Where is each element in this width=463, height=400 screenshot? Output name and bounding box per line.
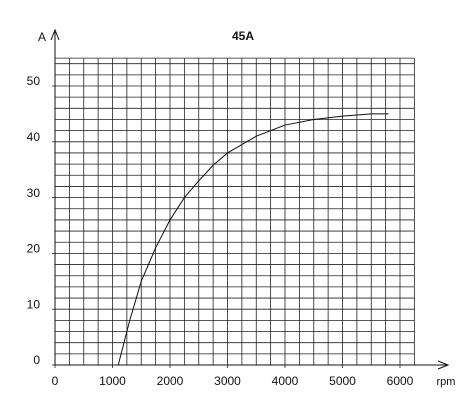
x-axis (55, 360, 450, 370)
x-tick-label: 5000 (329, 374, 356, 388)
grid (55, 57, 415, 365)
x-axis-label: rpm (437, 376, 456, 388)
y-tick-label: 20 (27, 242, 41, 256)
x-tick-label: 3000 (214, 374, 241, 388)
y-tick-label: 0 (33, 353, 40, 367)
x-tick-label: 6000 (387, 374, 414, 388)
y-tick-label: 30 (27, 186, 41, 200)
x-tick-label: 1000 (99, 374, 126, 388)
y-axis-label: A (38, 30, 46, 44)
y-tick-label: 50 (27, 74, 41, 88)
x-tick-label: 2000 (157, 374, 184, 388)
x-tick-label: 0 (52, 374, 59, 388)
y-tick-label: 40 (27, 130, 41, 144)
y-tick-label: 10 (27, 297, 41, 311)
x-tick-label: 4000 (272, 374, 299, 388)
chart-title: 45A (232, 29, 254, 43)
line (117, 113, 389, 366)
